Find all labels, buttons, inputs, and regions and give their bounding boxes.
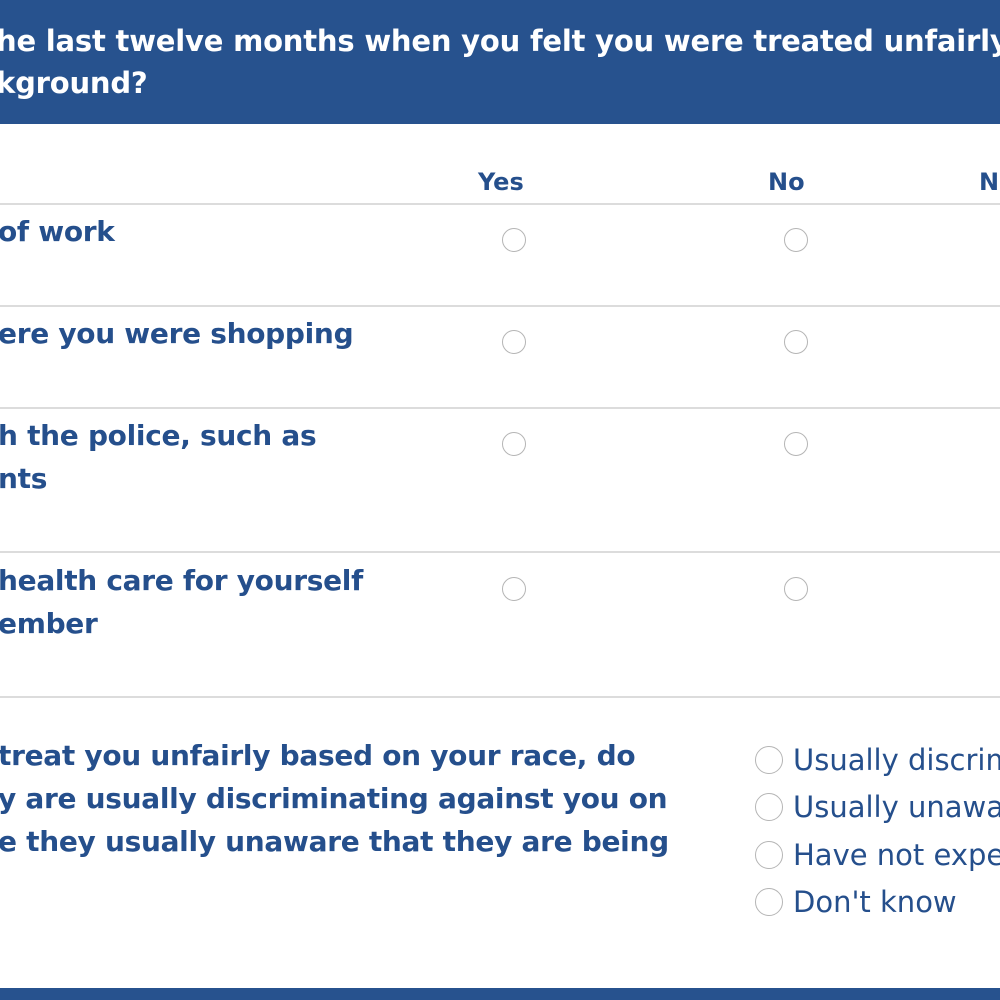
radio-police-yes[interactable] xyxy=(502,432,526,456)
option-dont-know[interactable]: Don't know xyxy=(755,884,957,920)
option-usually-discriminating[interactable]: Usually discrim xyxy=(755,742,1000,778)
option-label: Usually discrim xyxy=(793,743,1000,777)
radio-work-no[interactable] xyxy=(784,228,808,252)
option-have-not-experienced[interactable]: Have not expe xyxy=(755,837,1000,873)
row-divider xyxy=(0,407,1000,409)
radio-healthcare-yes[interactable] xyxy=(502,577,526,601)
row-label-shopping: ere you were shopping xyxy=(0,317,354,350)
row-divider xyxy=(0,203,1000,205)
question2-text-line1: treat you unfairly based on your race, d… xyxy=(0,739,636,772)
radio-work-yes[interactable] xyxy=(502,228,526,252)
radio-usually-unaware[interactable] xyxy=(755,793,783,821)
question2-text-line2: y are usually discriminating against you… xyxy=(0,782,668,815)
radio-police-no[interactable] xyxy=(784,432,808,456)
option-label: Usually unawa xyxy=(793,790,1000,824)
radio-healthcare-no[interactable] xyxy=(784,577,808,601)
row-divider xyxy=(0,551,1000,553)
radio-have-not-experienced[interactable] xyxy=(755,841,783,869)
question2-text-line3: e they usually unaware that they are bei… xyxy=(0,825,669,858)
row-divider xyxy=(0,696,1000,698)
question-header: he last twelve months when you felt you … xyxy=(0,0,1000,124)
question-title-line1: he last twelve months when you felt you … xyxy=(0,24,1000,58)
radio-dont-know[interactable] xyxy=(755,888,783,916)
row-label-healthcare-line1: health care for yourself xyxy=(0,564,363,597)
option-usually-unaware[interactable]: Usually unawa xyxy=(755,789,1000,825)
radio-shopping-no[interactable] xyxy=(784,330,808,354)
footer-bar xyxy=(0,988,1000,1000)
column-header-third: N xyxy=(979,168,1000,196)
radio-usually-discriminating[interactable] xyxy=(755,746,783,774)
radio-shopping-yes[interactable] xyxy=(502,330,526,354)
row-label-work: of work xyxy=(0,215,115,248)
option-label: Have not expe xyxy=(793,838,1000,872)
question-title-line2: kground? xyxy=(0,66,148,100)
row-label-healthcare-line2: ember xyxy=(0,607,98,640)
row-label-police-line2: nts xyxy=(0,462,48,495)
row-divider xyxy=(0,305,1000,307)
option-label: Don't know xyxy=(793,885,957,919)
column-header-no: No xyxy=(768,168,805,196)
row-label-police-line1: h the police, such as xyxy=(0,419,317,452)
column-header-yes: Yes xyxy=(478,168,524,196)
